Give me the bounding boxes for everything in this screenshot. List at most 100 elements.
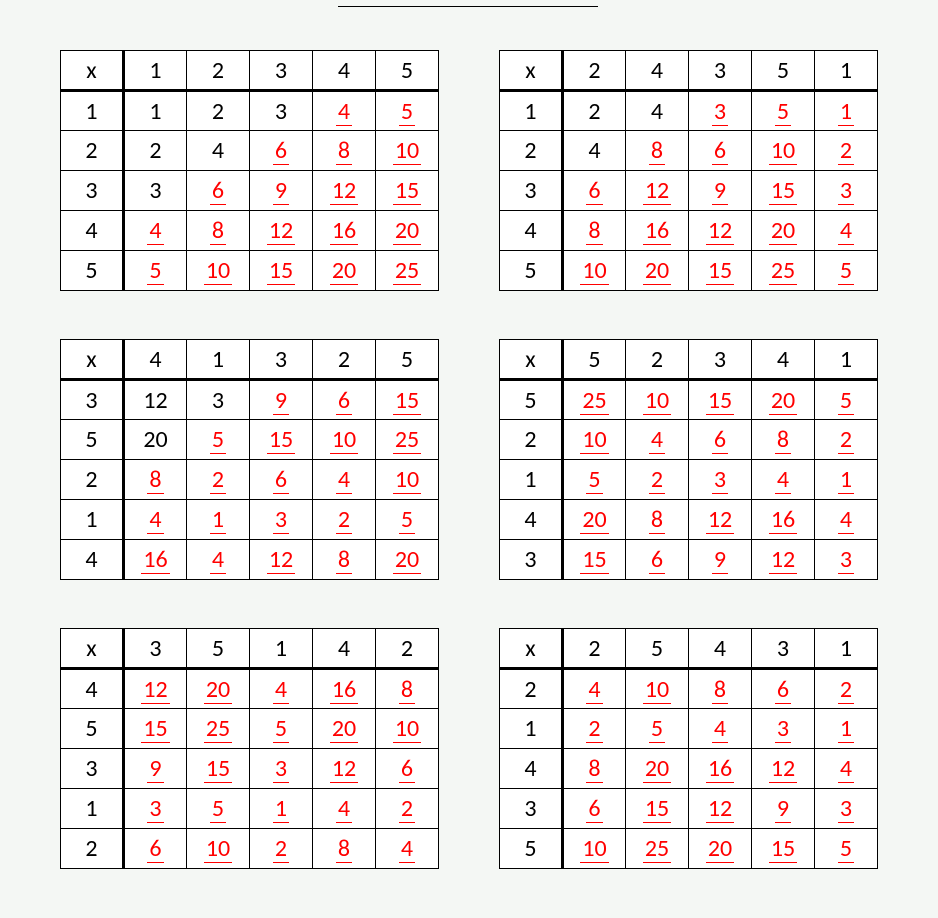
answer-value: 16 [330,678,358,704]
cell: 8 [124,460,187,500]
cell: 3 [124,171,187,211]
answer-value: 3 [838,179,854,205]
answer-value: 8 [586,219,602,245]
cell: 4 [626,91,689,131]
answer-value: 15 [267,428,295,454]
cell: 20 [313,251,376,291]
answer-value: 4 [399,837,415,863]
cell: 5 [626,709,689,749]
answer-value: 15 [141,717,169,743]
cell: 16 [689,749,752,789]
mult-table-6: x254312410862125431482016124361512935102… [499,628,878,869]
cell: 12 [752,540,815,580]
answer-value: 12 [330,757,358,783]
answer-value: 4 [336,468,352,494]
answer-value: 5 [210,797,226,823]
row-header: 3 [500,540,563,580]
answer-value: 20 [769,219,797,245]
corner-label: x [500,340,563,380]
cell: 4 [815,749,878,789]
answer-value: 12 [769,757,797,783]
cell: 15 [250,420,313,460]
answer-value: 10 [204,837,232,863]
cell: 12 [250,211,313,251]
answer-value: 20 [643,259,671,285]
cell: 16 [626,211,689,251]
answer-value: 2 [838,678,854,704]
cell: 2 [815,669,878,709]
cell: 4 [689,709,752,749]
cell: 10 [313,420,376,460]
cell: 25 [376,420,439,460]
row-header: 1 [61,500,124,540]
cell: 20 [752,380,815,420]
answer-value: 20 [643,757,671,783]
row-header: 2 [61,460,124,500]
cell: 10 [187,829,250,869]
cell: 10 [376,460,439,500]
answer-value: 20 [330,717,358,743]
mult-table-3: x413253123961552051510252826410141325416… [60,339,439,580]
answer-value: 3 [838,548,854,574]
answer-value: 1 [838,100,854,126]
answer-value: 3 [712,100,728,126]
answer-value: 12 [141,678,169,704]
answer-value: 4 [775,468,791,494]
cell: 4 [376,829,439,869]
answer-value: 10 [580,428,608,454]
row-header: 1 [61,91,124,131]
answer-value: 10 [580,259,608,285]
answer-value: 6 [336,389,352,415]
answer-value: 4 [336,797,352,823]
answer-value: 2 [336,508,352,534]
cell: 4 [124,500,187,540]
answer-value: 15 [769,837,797,863]
row-header: 5 [61,420,124,460]
cell: 12 [626,171,689,211]
cell: 4 [313,91,376,131]
answer-value: 10 [393,717,421,743]
answer-value: 20 [393,219,421,245]
cell: 12 [689,789,752,829]
cell: 3 [689,91,752,131]
cell: 20 [626,251,689,291]
answer-value: 12 [769,548,797,574]
cell: 8 [563,211,626,251]
cell: 6 [563,171,626,211]
answer-value: 10 [393,139,421,165]
cell: 16 [752,500,815,540]
cell: 5 [376,91,439,131]
answer-value: 15 [706,389,734,415]
col-header: 2 [376,629,439,669]
answer-value: 6 [586,797,602,823]
answer-value: 5 [273,717,289,743]
cell: 15 [250,251,313,291]
cell: 4 [313,789,376,829]
mult-table-4: x523415251015205210468215234142081216431… [499,339,878,580]
cell: 15 [752,171,815,211]
row-header: 4 [61,669,124,709]
corner-label: x [61,629,124,669]
cell: 10 [626,380,689,420]
cell: 25 [752,251,815,291]
cell: 2 [815,420,878,460]
col-header: 1 [124,51,187,91]
cell: 2 [563,709,626,749]
answer-value: 3 [838,797,854,823]
cell: 8 [752,420,815,460]
cell: 8 [376,669,439,709]
cell: 4 [626,420,689,460]
cell: 20 [563,500,626,540]
row-header: 5 [500,829,563,869]
answer-value: 16 [769,508,797,534]
cell: 5 [187,420,250,460]
cell: 9 [124,749,187,789]
cell: 6 [689,420,752,460]
cell: 6 [124,829,187,869]
col-header: 2 [187,51,250,91]
mult-table-2: x243511243512486102361291534816122045102… [499,50,878,291]
row-header: 5 [500,380,563,420]
answer-value: 9 [775,797,791,823]
col-header: 3 [250,340,313,380]
answer-value: 8 [586,757,602,783]
